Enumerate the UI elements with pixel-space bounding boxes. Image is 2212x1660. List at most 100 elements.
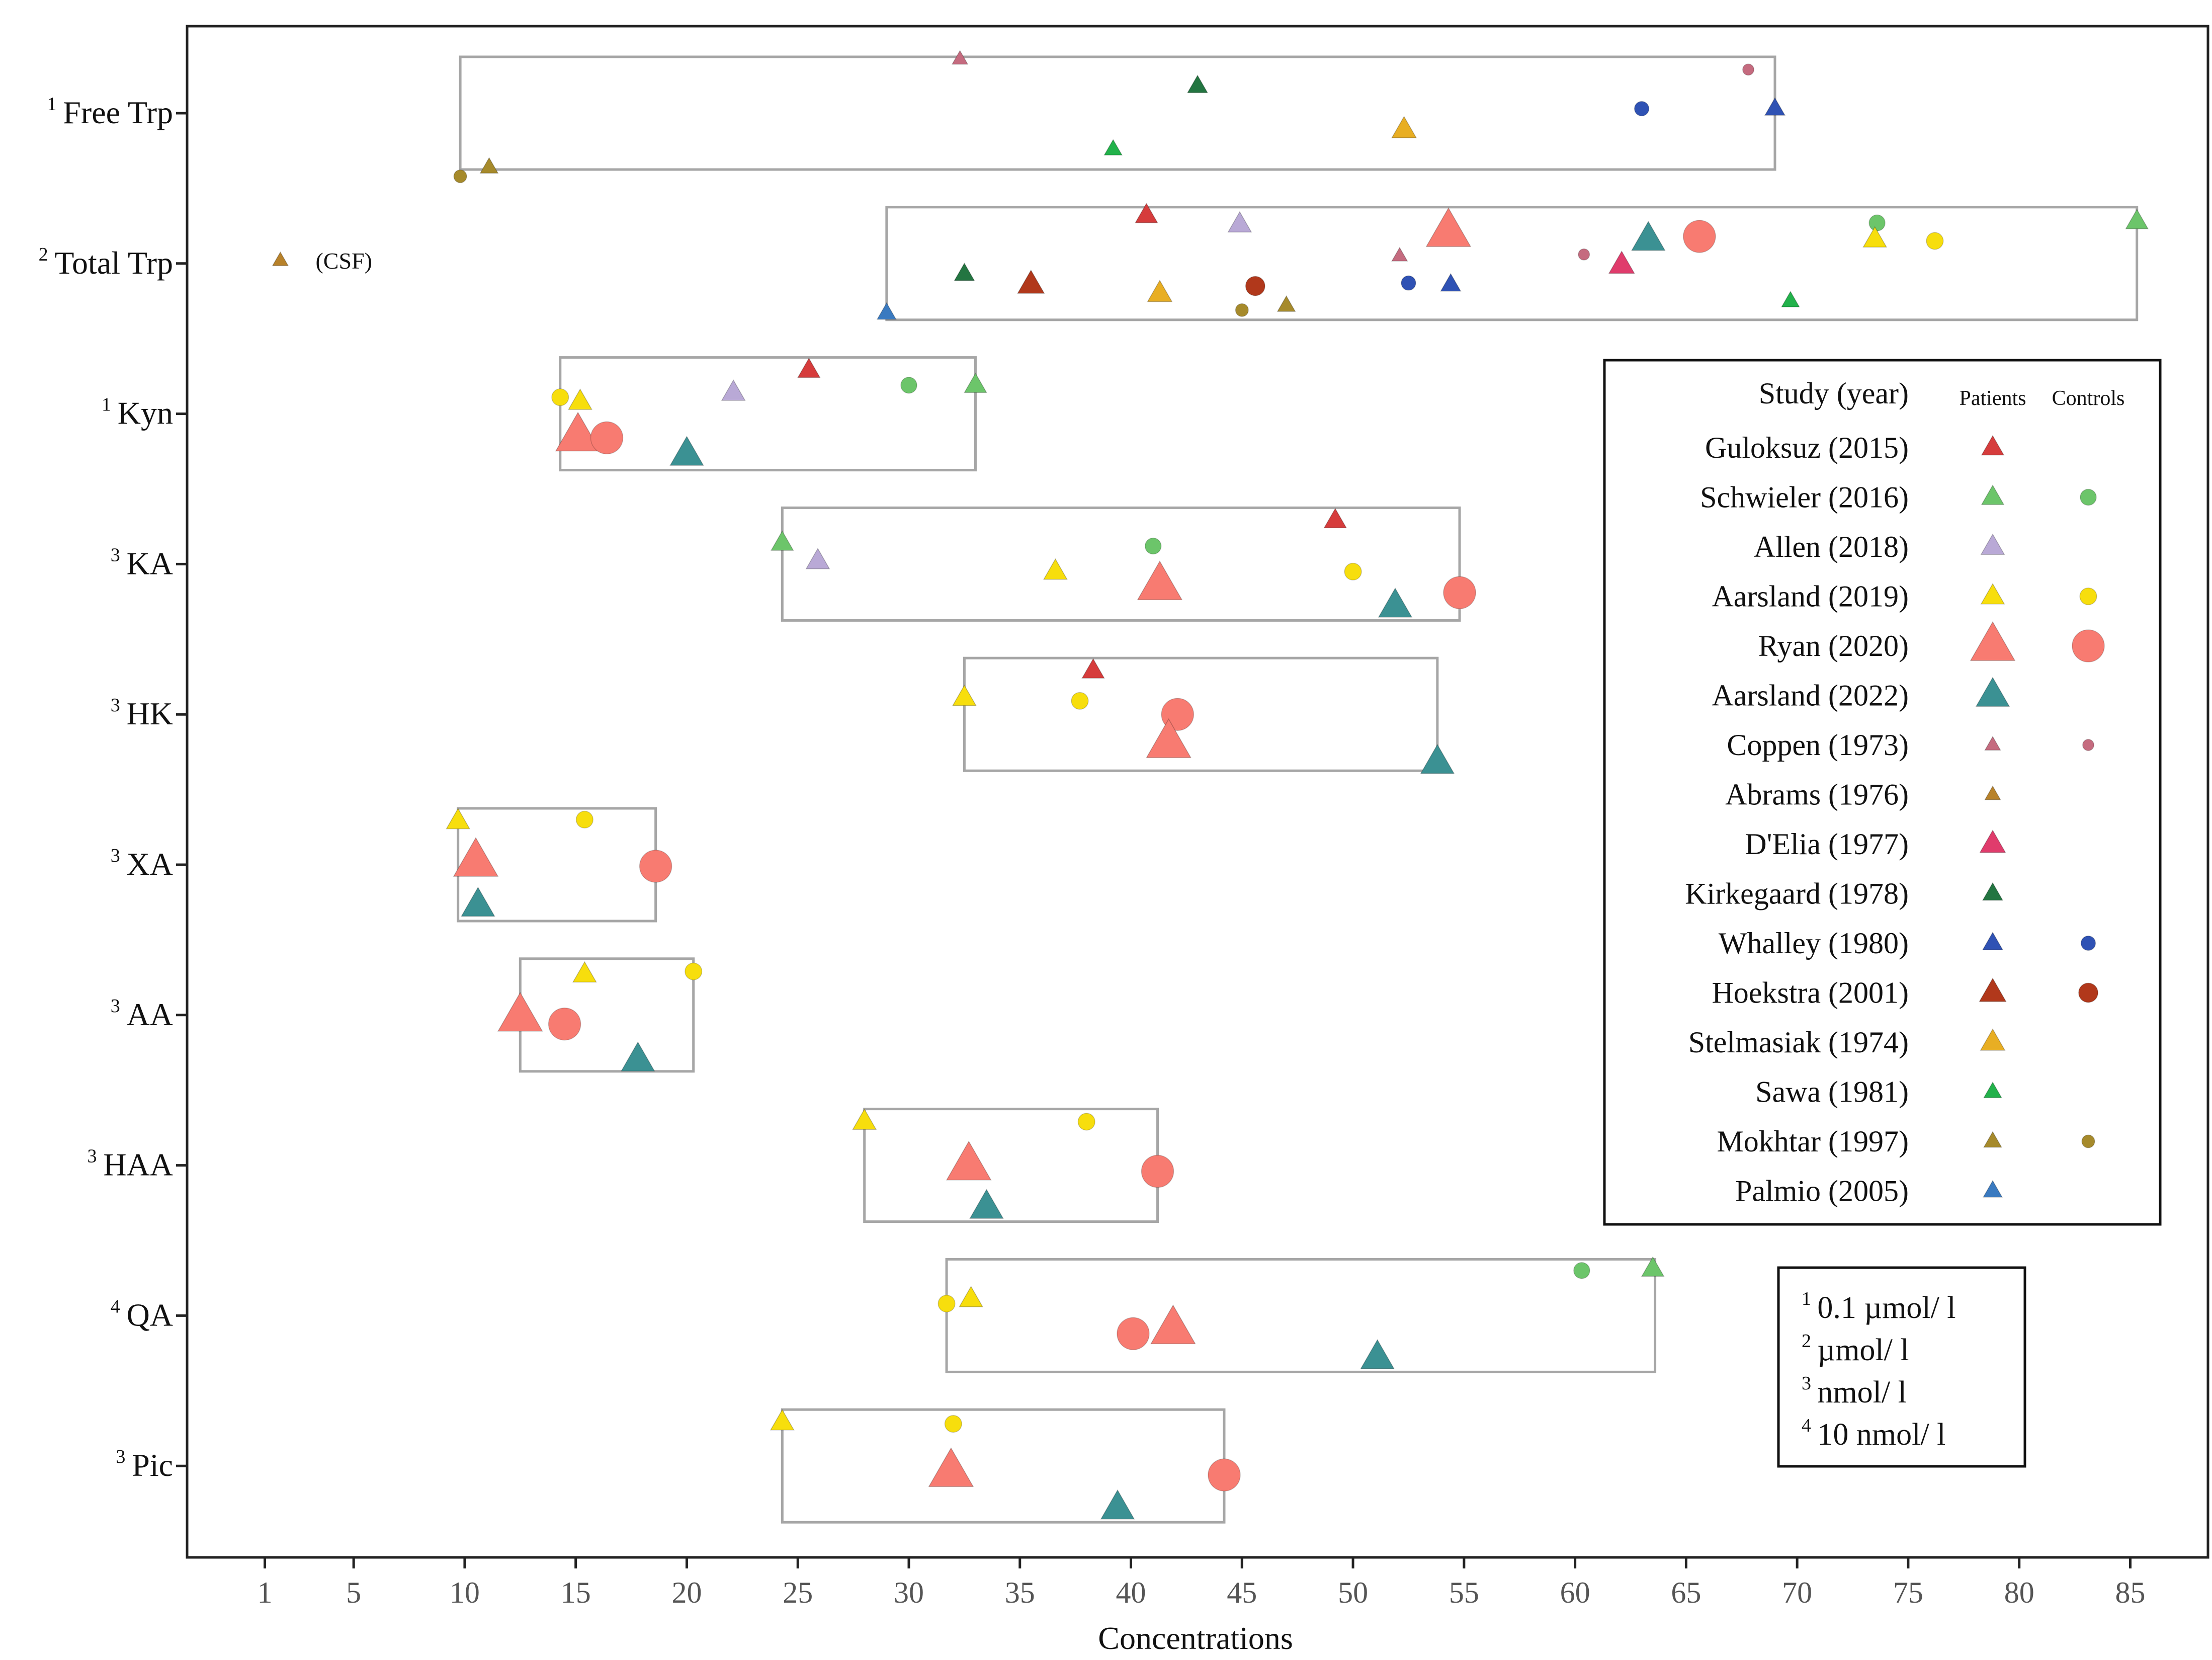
point-kyn-guloksuz-2015-patients	[797, 357, 821, 378]
legend-row-whalley-1980: Whalley (1980)	[1719, 927, 2096, 960]
legend-controls-marker-ryan-2020	[2072, 629, 2105, 662]
legend-row-allen-2018: Allen (2018)	[1754, 530, 2005, 563]
legend-row-abrams-1976: Abrams (1976)	[1725, 778, 2001, 811]
point-xa-aarsland-2022-patients	[461, 886, 495, 917]
point-xa-ryan-2020-controls	[639, 850, 672, 883]
legend-row-ryan-2020: Ryan (2020)	[1758, 621, 2105, 662]
legend-controls-header: Controls	[2052, 387, 2125, 410]
point-haa-ryan-2020-patients	[946, 1140, 992, 1181]
point-aa-aarsland-2022-patients	[621, 1041, 655, 1072]
units-box: 1 0.1 µmol/ l 2 µmol/ l 3 nmol/ l 4 10 nmol…	[1777, 1266, 2026, 1468]
x-tick-label-85: 85	[2115, 1576, 2145, 1609]
legend-label-aarsland-2019: Aarsland (2019)	[1712, 580, 1909, 613]
legend-patients-marker-aarsland-2022	[1975, 677, 2010, 707]
point-ka-allen-2018-patients	[805, 547, 830, 569]
y-tick-label-haa: 3 HAA	[88, 1146, 173, 1183]
legend-label-aarsland-2022: Aarsland (2022)	[1712, 679, 1909, 712]
point-total-trp-schwieler-2016-patients	[2125, 208, 2149, 229]
unit-row-1: 1 0.1 µmol/ l	[1802, 1288, 1956, 1325]
legend-patients-marker-d-elia-1977	[1979, 829, 2006, 853]
point-ka-schwieler-2016-controls	[1144, 537, 1162, 555]
legend-row-sawa-1981: Sawa (1981)	[1755, 1075, 2002, 1109]
point-ka-ryan-2020-patients	[1137, 560, 1183, 601]
point-kyn-allen-2018-patients	[721, 379, 746, 401]
point-total-trp-coppen-1973-controls	[1578, 248, 1590, 261]
legend-label-mokhtar-1997: Mokhtar (1997)	[1717, 1125, 1909, 1158]
y-tick-label-pic: 3 Pic	[116, 1446, 173, 1483]
legend-label-abrams-1976: Abrams (1976)	[1725, 778, 1909, 811]
legend-controls-marker-coppen-1973	[2082, 739, 2094, 751]
legend-controls-marker-aarsland-2019	[2079, 587, 2097, 606]
point-haa-ryan-2020-controls	[1141, 1154, 1174, 1188]
point-free-trp-mokhtar-1997-controls	[453, 169, 467, 184]
point-xa-aarsland-2019-patients	[446, 807, 471, 829]
point-total-trp-ryan-2020-patients	[1425, 207, 1472, 247]
range-box-ka	[781, 506, 1461, 622]
point-kyn-ryan-2020-patients	[555, 411, 601, 452]
point-total-trp-schwieler-2016-controls	[1868, 214, 1886, 231]
point-total-trp-coppen-1973-patients	[1391, 246, 1408, 262]
y-tick-label-xa: 3 XA	[111, 845, 173, 882]
legend-label-ryan-2020: Ryan (2020)	[1758, 629, 1909, 662]
legend-patients-marker-schwieler-2016	[1981, 484, 2005, 505]
legend-label-d-elia-1977: D'Elia (1977)	[1745, 827, 1909, 861]
point-hk-guloksuz-2015-patients	[1081, 658, 1105, 679]
legend: Study (year) Patients Controls Guloksuz …	[1603, 359, 2162, 1226]
x-tick-label-45: 45	[1227, 1576, 1257, 1609]
point-hk-aarsland-2019-patients	[952, 684, 977, 706]
point-total-trp-palmio-2005-patients	[876, 302, 897, 320]
legend-label-palmio-2005: Palmio (2005)	[1735, 1175, 1909, 1208]
legend-patients-marker-whalley-1980	[1982, 932, 2004, 950]
point-total-trp-guloksuz-2015-patients	[1135, 202, 1158, 223]
point-xa-aarsland-2019-controls	[575, 810, 593, 828]
plot-frame	[186, 25, 2209, 1559]
legend-row-palmio-2005: Palmio (2005)	[1735, 1175, 2003, 1208]
x-tick-label-25: 25	[783, 1576, 813, 1609]
units-rows: 1 0.1 µmol/ l 2 µmol/ l 3 nmol/ l 4 10 nmol…	[1802, 1288, 1956, 1452]
legend-controls-marker-hoekstra-2001	[2078, 982, 2098, 1003]
unit-row-4: 4 10 nmol/ l	[1802, 1415, 1945, 1452]
legend-patients-marker-stelmasiak-1974	[1980, 1028, 2006, 1051]
point-total-trp-aarsland-2022-patients	[1631, 220, 1666, 251]
legend-patients-marker-allen-2018	[1980, 533, 2005, 555]
legend-patients-marker-palmio-2005	[1983, 1180, 2003, 1198]
point-hk-ryan-2020-patients	[1146, 718, 1192, 758]
x-tick-label-50: 50	[1338, 1576, 1368, 1609]
point-free-trp-mokhtar-1997-patients	[479, 157, 499, 174]
y-tick-label-qa: 4 QA	[111, 1296, 173, 1333]
point-aa-aarsland-2019-controls	[685, 962, 703, 980]
point-free-trp-sawa-1981-patients	[1103, 139, 1123, 156]
legend-row-d-elia-1977: D'Elia (1977)	[1745, 827, 2006, 861]
point-aa-ryan-2020-patients	[497, 991, 543, 1032]
point-total-trp-kirkegaard-1978-patients	[954, 262, 975, 281]
legend-patients-header: Patients	[1960, 387, 2026, 410]
x-tick-label-80: 80	[2004, 1576, 2034, 1609]
range-box-kyn	[559, 356, 977, 472]
point-ka-aarsland-2019-patients	[1043, 558, 1068, 580]
point-total-trp-mokhtar-1997-controls	[1235, 303, 1249, 317]
legend-patients-marker-sawa-1981	[1983, 1081, 2002, 1098]
point-ka-aarsland-2022-patients	[1378, 587, 1413, 618]
x-axis-label: Concentrations	[1098, 1620, 1293, 1656]
legend-row-aarsland-2019: Aarsland (2019)	[1712, 580, 2097, 613]
x-tick-label-40: 40	[1116, 1576, 1146, 1609]
x-tick-label-75: 75	[1893, 1576, 1923, 1609]
point-free-trp-kirkegaard-1978-patients	[1186, 74, 1209, 94]
legend-patients-marker-abrams-1976	[1984, 785, 2001, 800]
point-ka-ryan-2020-controls	[1443, 576, 1476, 609]
x-axis: 1 5 10 15 20 25 30 35 40 45 50 55 60 65 70 75 80 85	[258, 1557, 2145, 1609]
point-qa-aarsland-2022-patients	[1360, 1339, 1395, 1369]
x-tick-label-10: 10	[450, 1576, 480, 1609]
point-qa-ryan-2020-controls	[1117, 1317, 1150, 1351]
point-total-trp-abrams-1976-patients	[272, 251, 289, 266]
unit-row-3: 3 nmol/ l	[1802, 1373, 1907, 1409]
legend-label-stelmasiak-1974: Stelmasiak (1974)	[1688, 1026, 1909, 1059]
range-box-hk	[963, 656, 1439, 772]
point-total-trp-ryan-2020-controls	[1683, 220, 1716, 253]
legend-label-schwieler-2016: Schwieler (2016)	[1700, 481, 1909, 514]
legend-row-aarsland-2022: Aarsland (2022)	[1712, 677, 2010, 712]
point-total-trp-aarsland-2019-patients	[1862, 226, 1888, 248]
legend-rows: Guloksuz (2015) Schwieler (2016) Allen (20…	[1685, 431, 2105, 1208]
legend-label-coppen-1973: Coppen (1973)	[1727, 728, 1909, 762]
x-tick-label-55: 55	[1449, 1576, 1479, 1609]
